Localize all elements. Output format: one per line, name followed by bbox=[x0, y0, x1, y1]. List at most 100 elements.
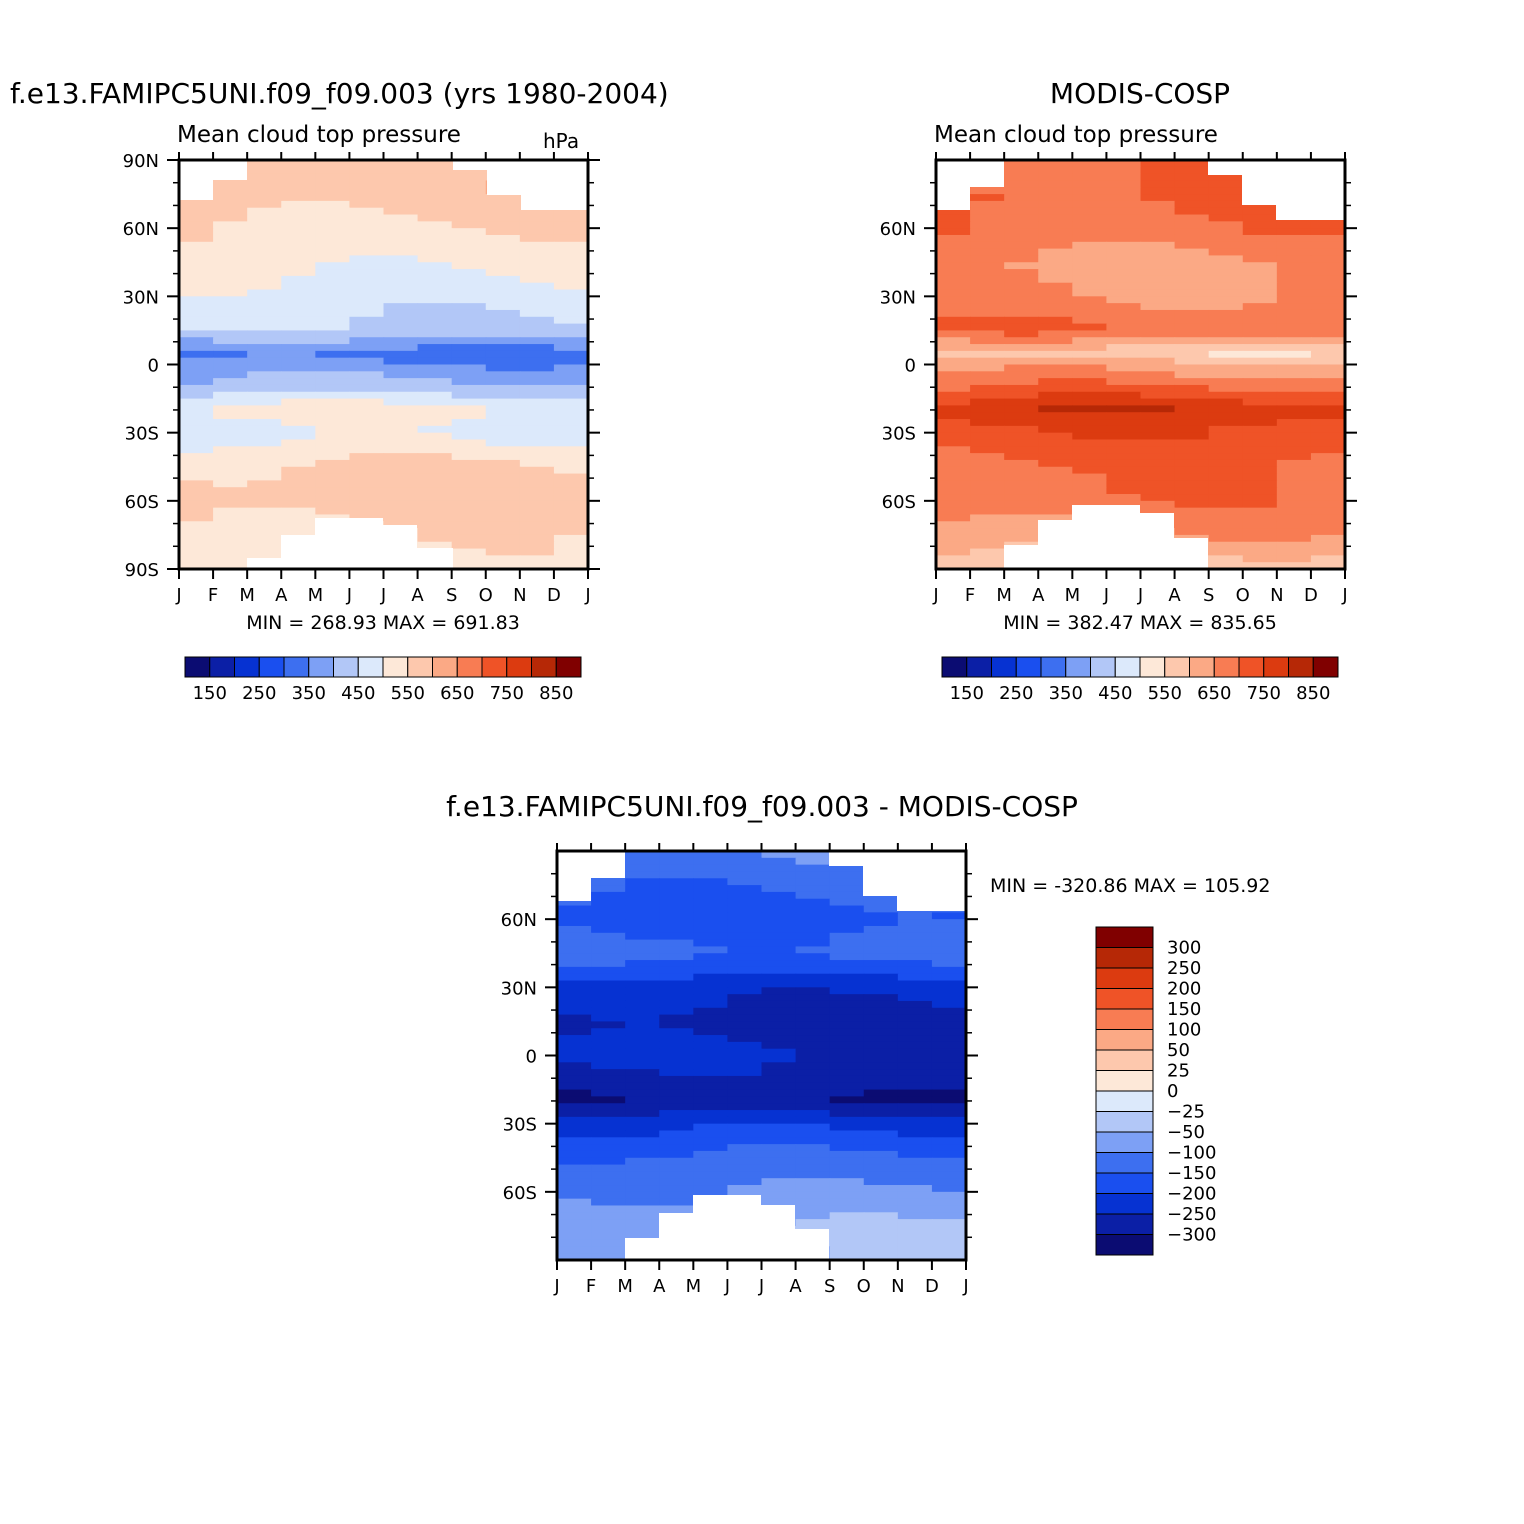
heatmap-cell bbox=[625, 905, 660, 913]
heatmap-cell bbox=[931, 1205, 966, 1213]
heatmap-cell bbox=[1140, 439, 1176, 447]
heatmap-cell bbox=[519, 330, 555, 338]
heatmap-cell bbox=[1242, 459, 1278, 468]
heatmap-cell bbox=[931, 1178, 966, 1186]
heatmap-cell bbox=[557, 980, 592, 988]
heatmap-cell bbox=[1140, 160, 1176, 168]
heatmap-cell bbox=[761, 1021, 797, 1029]
heatmap-cell bbox=[383, 350, 419, 359]
heatmap-cell bbox=[417, 337, 453, 345]
heatmap-cell bbox=[451, 357, 487, 366]
heatmap-cell bbox=[829, 1028, 865, 1036]
heatmap-cell bbox=[970, 555, 1005, 563]
heatmap-cell bbox=[727, 953, 763, 961]
heatmap-cell bbox=[727, 1157, 763, 1166]
heatmap-cell bbox=[970, 316, 1005, 325]
heatmap-cell bbox=[557, 1096, 592, 1104]
heatmap-cell bbox=[349, 500, 385, 509]
heatmap-cell bbox=[936, 269, 971, 277]
heatmap-cell bbox=[863, 980, 899, 988]
heatmap-cell bbox=[485, 303, 521, 311]
heatmap-cell bbox=[213, 466, 248, 475]
heatmap-cell bbox=[1106, 384, 1142, 393]
heatmap-cell bbox=[519, 371, 555, 379]
heatmap-cell bbox=[1072, 466, 1108, 475]
heatmap-cell bbox=[349, 255, 385, 263]
heatmap-cell bbox=[1174, 323, 1210, 332]
heatmap-cell bbox=[1310, 562, 1345, 569]
heatmap-cell bbox=[1242, 439, 1278, 447]
heatmap-cell bbox=[179, 459, 214, 468]
heatmap-cell bbox=[247, 487, 282, 495]
heatmap-cell bbox=[383, 378, 419, 386]
heatmap-cell bbox=[761, 1035, 797, 1043]
heatmap-cell bbox=[417, 405, 453, 413]
heatmap-cell bbox=[693, 1116, 729, 1125]
colorbar-swatch bbox=[1238, 656, 1265, 678]
heatmap-cell bbox=[213, 378, 248, 386]
heatmap-cell bbox=[863, 1171, 899, 1179]
heatmap-cell bbox=[936, 480, 971, 488]
heatmap-cell bbox=[829, 1205, 865, 1213]
heatmap-cell bbox=[1106, 316, 1142, 325]
y-tick-label: 60N bbox=[123, 219, 159, 240]
heatmap-cell bbox=[1310, 255, 1345, 263]
heatmap-cell bbox=[1004, 221, 1039, 229]
heatmap-cell bbox=[383, 248, 419, 257]
heatmap-cell bbox=[519, 296, 555, 304]
heatmap-cell bbox=[417, 391, 453, 400]
heatmap-cell bbox=[1174, 371, 1210, 379]
heatmap-cell bbox=[1038, 459, 1073, 468]
heatmap-cell bbox=[1004, 269, 1039, 277]
heatmap-cell bbox=[727, 864, 763, 873]
y-tick-label: 90S bbox=[125, 560, 159, 581]
heatmap-cell bbox=[247, 528, 282, 536]
heatmap-cell bbox=[659, 973, 694, 982]
heatmap-cell bbox=[1276, 282, 1312, 291]
heatmap-cell bbox=[179, 364, 214, 372]
heatmap-cell bbox=[519, 391, 555, 400]
heatmap-cell bbox=[591, 1089, 626, 1097]
heatmap-cell bbox=[179, 221, 214, 229]
heatmap-cell bbox=[383, 357, 419, 366]
heatmap-cell bbox=[1310, 514, 1345, 522]
x-tick-label: J bbox=[346, 585, 352, 606]
heatmap-cell bbox=[693, 980, 729, 988]
heatmap-cell bbox=[591, 980, 626, 988]
heatmap-cell bbox=[281, 316, 316, 325]
heatmap-cell bbox=[1106, 371, 1142, 379]
heatmap-cell bbox=[1140, 398, 1176, 406]
heatmap-cell bbox=[693, 1007, 729, 1016]
heatmap-cell bbox=[761, 953, 797, 961]
heatmap-cell bbox=[693, 1150, 729, 1159]
heatmap-cell bbox=[383, 405, 419, 413]
heatmap-cell bbox=[315, 466, 351, 475]
heatmap-cell bbox=[281, 500, 316, 509]
heatmap-cell bbox=[213, 541, 248, 550]
heatmap-cell bbox=[1106, 275, 1142, 284]
heatmap-cell bbox=[383, 514, 419, 522]
heatmap-cell bbox=[897, 1205, 933, 1213]
heatmap-cell bbox=[1004, 330, 1039, 338]
heatmap-cell bbox=[1242, 494, 1278, 502]
heatmap-cell bbox=[693, 1123, 729, 1132]
heatmap-cell bbox=[1004, 316, 1039, 325]
heatmap-cell bbox=[625, 898, 660, 907]
heatmap-cell bbox=[1310, 309, 1345, 318]
heatmap-cell bbox=[936, 344, 971, 352]
heatmap-cell bbox=[1242, 269, 1278, 277]
heatmap-cell bbox=[1242, 337, 1278, 345]
y-tick-label: 30N bbox=[501, 978, 537, 999]
colorbar-swatch bbox=[258, 656, 285, 678]
heatmap-cell bbox=[693, 1035, 729, 1043]
heatmap-cell bbox=[1310, 330, 1345, 338]
heatmap-cell bbox=[1242, 507, 1278, 516]
heatmap-cell bbox=[213, 275, 248, 284]
heatmap-cell bbox=[625, 1041, 660, 1050]
x-tick-label: J bbox=[380, 585, 386, 606]
heatmap-cell bbox=[761, 1041, 797, 1050]
heatmap-cell bbox=[485, 487, 521, 495]
heatmap-cell bbox=[519, 275, 555, 284]
heatmap-cell bbox=[451, 200, 487, 209]
heatmap-cell bbox=[936, 562, 971, 569]
